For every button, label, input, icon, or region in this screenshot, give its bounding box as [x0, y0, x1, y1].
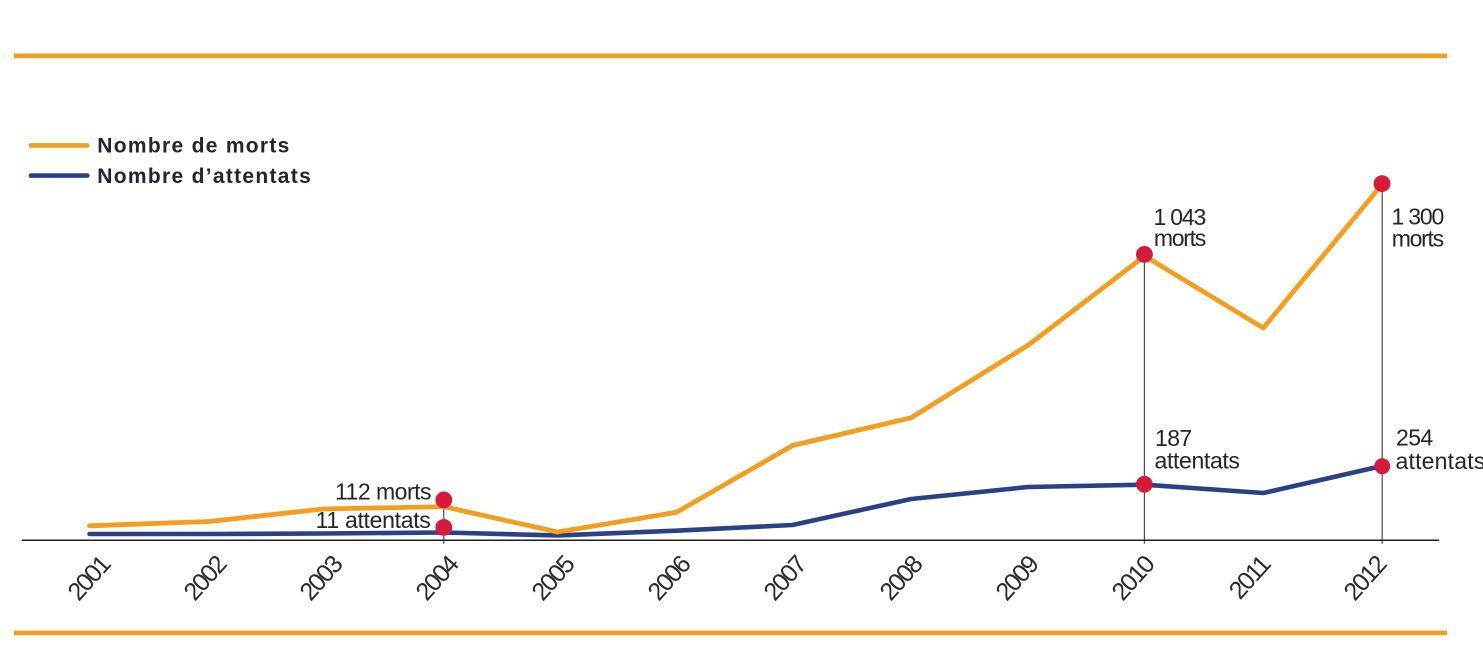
- svg-text:254: 254: [1396, 425, 1433, 451]
- svg-text:attentats: attentats: [1396, 448, 1483, 474]
- svg-text:2002: 2002: [178, 551, 232, 606]
- svg-text:morts: morts: [1392, 225, 1444, 251]
- svg-text:112 morts: 112 morts: [335, 478, 431, 504]
- svg-text:morts: morts: [1154, 225, 1206, 251]
- svg-text:2010: 2010: [1106, 551, 1160, 606]
- svg-text:Nombre d’attentats: Nombre d’attentats: [97, 165, 312, 188]
- svg-text:2011: 2011: [1224, 551, 1277, 605]
- svg-text:2001: 2001: [62, 551, 116, 606]
- svg-text:2006: 2006: [642, 551, 696, 606]
- svg-text:1 043: 1 043: [1154, 204, 1206, 230]
- svg-text:2012: 2012: [1338, 551, 1392, 606]
- svg-text:11 attentats: 11 attentats: [316, 507, 431, 533]
- svg-text:2005: 2005: [526, 551, 580, 606]
- svg-text:2008: 2008: [874, 551, 928, 606]
- svg-text:2007: 2007: [758, 551, 812, 606]
- svg-text:2003: 2003: [294, 551, 348, 606]
- svg-text:187: 187: [1155, 425, 1192, 451]
- svg-text:1 300: 1 300: [1392, 204, 1444, 230]
- svg-text:Nombre de morts: Nombre de morts: [97, 135, 290, 158]
- svg-text:2004: 2004: [410, 550, 464, 606]
- svg-text:2009: 2009: [990, 551, 1044, 606]
- svg-text:attentats: attentats: [1155, 448, 1240, 474]
